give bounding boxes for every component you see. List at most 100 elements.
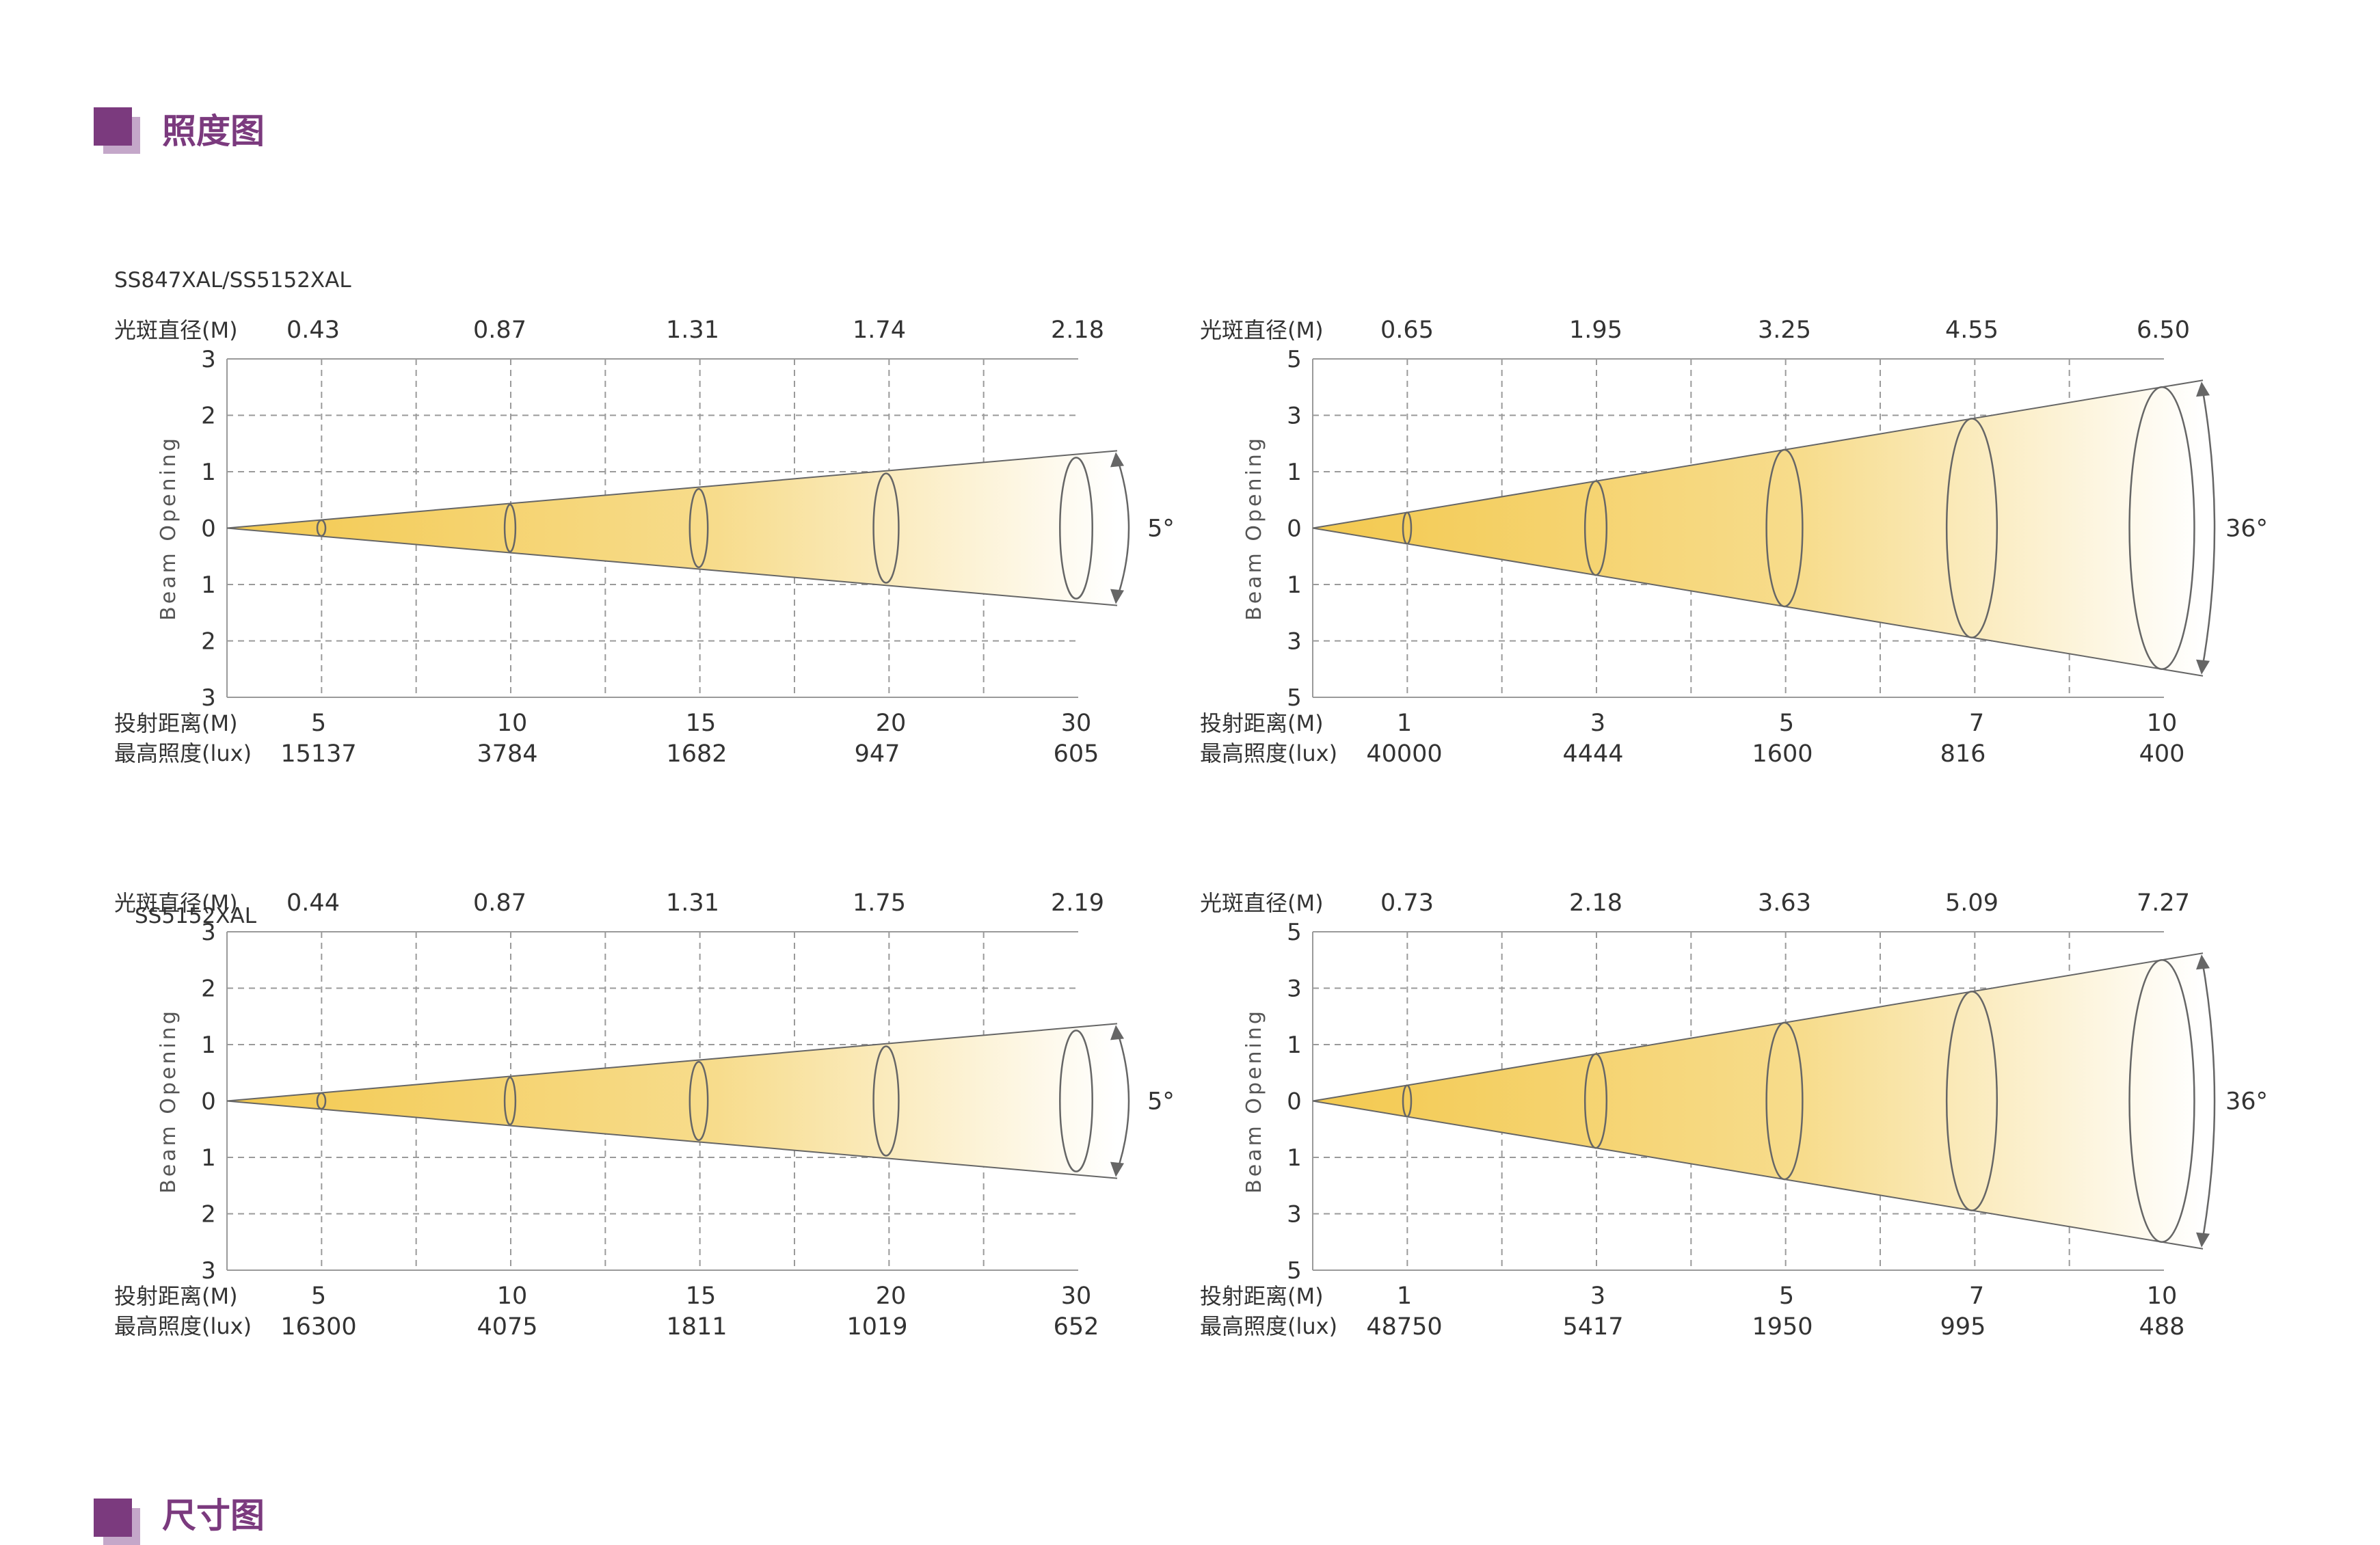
beam-section-ellipse [1765,1021,1804,1181]
section-title-icon [94,107,140,154]
beam-fill [1313,380,2203,676]
y-tick-label: 1 [201,1032,216,1059]
diameter-value: 0.44 [286,889,340,917]
illuminance-value: 1811 [666,1313,727,1341]
y-tick-label: 3 [1287,976,1302,1003]
angle-arrow-top [1110,1025,1124,1040]
illuminance-value: 40000 [1366,740,1442,768]
illuminance-value: 4075 [477,1313,537,1341]
illuminance-value: 4444 [1562,740,1623,768]
beam-section-ellipse [2128,386,2195,670]
distance-value: 7 [1969,710,1984,737]
distance-label: 投射距离(M) [114,710,238,736]
distance-value: 15 [686,710,717,737]
model-label-top: SS847XAL/SS5152XAL [114,268,351,293]
diameter-label: 光斑直径(M) [114,317,238,343]
beam-angle-label: 5° [1147,1088,1175,1116]
next-section-title: 尺寸图 [162,1496,265,1535]
distance-value: 3 [1590,710,1605,737]
angle-arc [2200,384,2216,673]
diameter-value: 1.75 [853,889,906,917]
beam-section-ellipse [1583,1053,1608,1149]
diameter-value: 2.18 [1051,317,1104,344]
y-tick-label: 5 [1287,346,1302,373]
illuminance-value: 1682 [666,740,727,768]
y-tick-label: 2 [201,403,216,430]
y-tick-label: 3 [1287,628,1302,656]
beam-edge-top [226,450,1118,529]
beam-edge-bottom [226,527,1118,606]
distance-value: 10 [2147,710,2178,737]
y-tick-label: 3 [1287,403,1302,430]
beam-section-ellipse [872,472,900,584]
y-tick-label: 1 [201,572,216,599]
beam-section-ellipse [688,487,709,569]
beam-section-ellipse [503,503,517,553]
beam-section-ellipse [503,1076,517,1126]
diameter-label: 光斑直径(M) [1200,890,1324,916]
diameter-value: 3.63 [1758,889,1811,917]
beam-section-ellipse [316,1092,327,1110]
y-tick-label: 0 [1287,515,1302,543]
y-tick-label: 1 [1287,459,1302,486]
distance-label: 投射距离(M) [1200,710,1324,736]
y-tick-label: 1 [1287,1144,1302,1172]
diameter-value: 1.31 [666,317,719,344]
diameter-value: 5.09 [1945,889,1998,917]
beam-section-ellipse [1945,991,1998,1211]
diameter-value: 0.73 [1380,889,1434,917]
distance-value: 5 [1779,1282,1794,1310]
distance-value: 30 [1061,1282,1092,1310]
angle-arrow-top [2196,381,2210,397]
y-tick-label: 3 [201,919,216,946]
diameter-value: 1.74 [853,317,906,344]
beam-section-ellipse [1583,480,1608,576]
illuminance-value: 16300 [280,1313,356,1341]
distance-value: 10 [497,710,528,737]
angle-arrow-top [2196,954,2210,970]
beam-section-ellipse [1945,418,1998,639]
diameter-label: 光斑直径(M) [114,890,238,916]
beam-angle-label: 5° [1147,515,1175,543]
distance-value: 7 [1969,1282,1984,1310]
illuminance-value: 1950 [1752,1313,1813,1341]
beam-section-ellipse [1402,511,1413,545]
distance-label: 投射距离(M) [1200,1283,1324,1309]
beam-section-ellipse [688,1060,709,1142]
illuminance-value: 1019 [846,1313,907,1341]
y-tick-label: 1 [1287,572,1302,599]
distance-value: 1 [1397,1282,1412,1310]
illuminance-label: 最高照度(lux) [114,740,252,766]
illuminance-value: 816 [1940,740,1986,768]
distance-value: 5 [311,1282,326,1310]
y-tick-label: 3 [201,684,216,712]
diameter-value: 7.27 [2137,889,2190,917]
illuminance-value: 605 [1054,740,1099,768]
model-label-bottom: SS5152XAL [135,904,256,928]
diameter-label: 光斑直径(M) [1200,317,1324,343]
distance-value: 30 [1061,710,1092,737]
distance-label: 投射距离(M) [114,1283,238,1309]
angle-arc [1114,453,1130,603]
y-tick-label: 5 [1287,1257,1302,1285]
illuminance-value: 1600 [1752,740,1813,768]
distance-value: 10 [497,1282,528,1310]
y-tick-label: 5 [1287,919,1302,946]
beam-section-ellipse [316,519,327,537]
illuminance-value: 5417 [1562,1313,1623,1341]
y-tick-label: 3 [201,346,216,373]
angle-arrow-bottom [2196,1232,2210,1248]
distance-value: 20 [876,710,907,737]
distance-value: 3 [1590,1282,1605,1310]
beam-section-ellipse [1402,1084,1413,1118]
y-tick-label: 2 [201,628,216,656]
y-axis-title: Beam Opening [157,435,180,621]
beam-angle-label: 36° [2225,1088,2268,1116]
y-axis-title: Beam Opening [1242,435,1266,621]
illuminance-label: 最高照度(lux) [1200,740,1337,766]
diameter-value: 0.87 [473,317,526,344]
distance-value: 10 [2147,1282,2178,1310]
